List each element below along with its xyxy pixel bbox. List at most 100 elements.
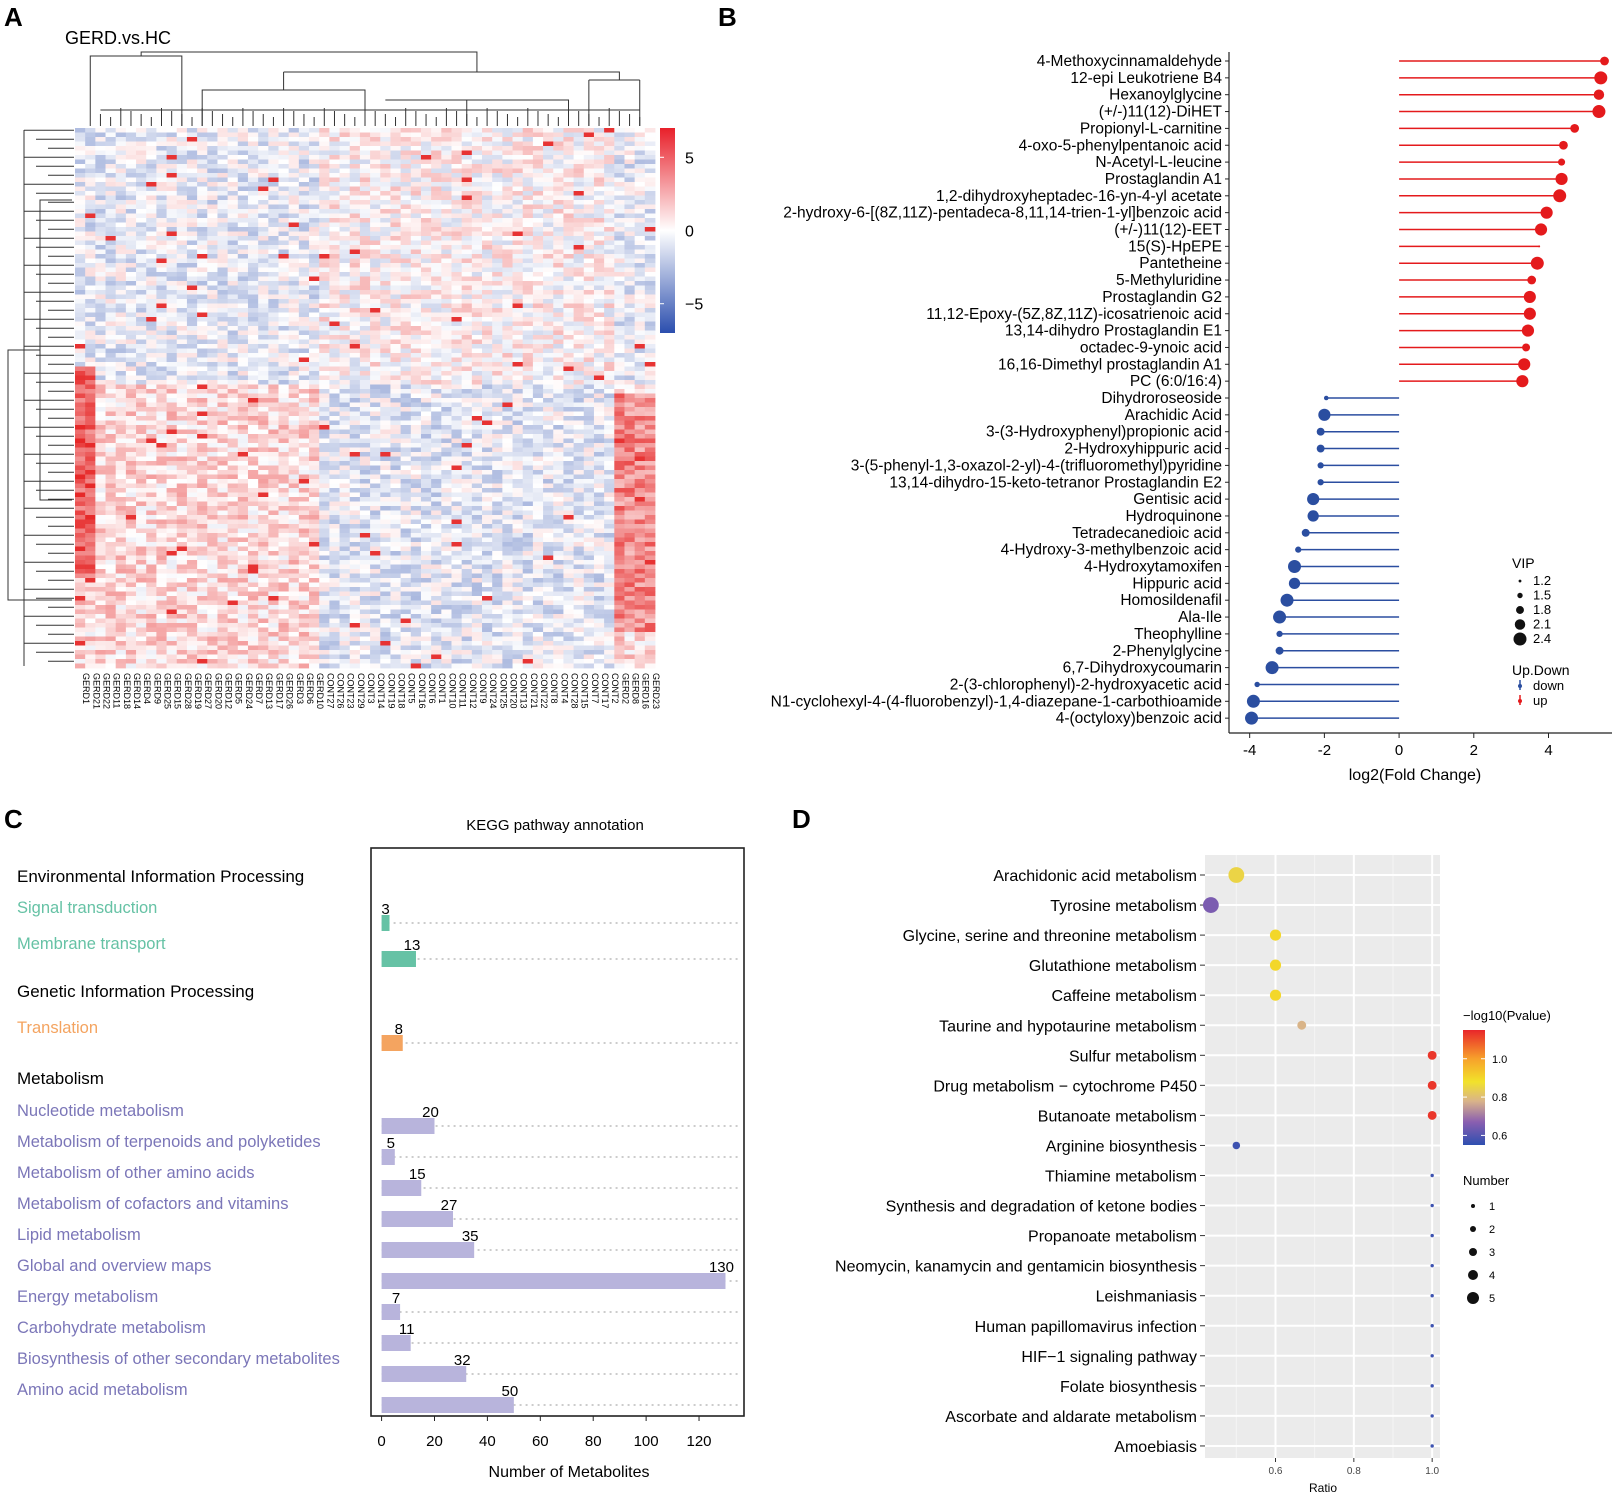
heatmap-cell <box>258 452 269 457</box>
heatmap-cell <box>237 254 249 259</box>
heatmap-cell <box>217 146 229 151</box>
heatmap-cell <box>512 492 524 498</box>
heatmap-cell <box>115 263 127 268</box>
heatmap-cell <box>553 249 564 255</box>
heatmap-cell <box>156 245 167 250</box>
heatmap-cell <box>227 501 239 507</box>
heatmap-cell <box>441 312 452 318</box>
heatmap-cell <box>166 443 178 448</box>
heatmap-cell <box>400 168 412 174</box>
heatmap-cell <box>298 398 310 403</box>
heatmap-cell <box>634 245 646 250</box>
heatmap-cell <box>614 434 625 439</box>
heatmap-cell <box>146 312 157 318</box>
heatmap-cell <box>634 155 646 160</box>
heatmap-cell <box>502 510 513 516</box>
heatmap-cell <box>563 177 574 183</box>
heatmap-cell <box>492 366 503 372</box>
heatmap-cell <box>604 141 615 147</box>
heatmap-cell <box>583 128 595 133</box>
heatmap-cell <box>75 501 86 507</box>
heatmap-cell <box>237 141 249 147</box>
heatmap-cell <box>522 132 534 138</box>
heatmap-cell <box>583 384 595 390</box>
heatmap-cell <box>146 425 157 430</box>
heatmap-cell <box>502 263 513 268</box>
heatmap-cell <box>471 357 483 363</box>
heatmap-cell <box>593 348 605 354</box>
heatmap-cell <box>543 240 554 246</box>
heatmap-cell <box>105 137 117 142</box>
heatmap-cell <box>634 272 646 277</box>
heatmap-cell <box>553 335 564 340</box>
heatmap-cell <box>624 312 636 318</box>
heatmap-cell <box>482 222 493 228</box>
heatmap-cell <box>543 488 554 493</box>
heatmap-cell <box>512 357 524 363</box>
heatmap-cell <box>349 191 361 196</box>
heatmap-cell <box>227 146 239 151</box>
heatmap-cell <box>522 317 534 322</box>
heatmap-cell <box>482 506 493 511</box>
heatmap-cell <box>166 474 178 480</box>
heatmap-cell <box>614 506 625 511</box>
heatmap-cell <box>604 249 615 255</box>
heatmap-cell <box>471 353 483 358</box>
heatmap-cell <box>115 308 127 313</box>
heatmap-cell <box>339 488 351 493</box>
heatmap-cell <box>451 393 463 399</box>
heatmap-cell <box>319 335 330 340</box>
heatmap-cell <box>105 497 117 502</box>
heatmap-cell <box>105 384 117 390</box>
heatmap-cell <box>339 276 351 282</box>
heatmap-cell <box>268 177 279 183</box>
heatmap-cell <box>268 200 279 205</box>
heatmap-cell <box>370 402 381 408</box>
heatmap-cell <box>410 348 422 354</box>
heatmap-cell <box>95 465 106 471</box>
heatmap-cell <box>563 321 574 327</box>
heatmap-cell <box>563 231 574 237</box>
heatmap-cell <box>390 164 402 169</box>
heatmap-cell <box>482 281 493 286</box>
heatmap-cell <box>482 195 493 201</box>
heatmap-cell <box>420 231 432 237</box>
heatmap-cell <box>359 501 371 507</box>
heatmap-cell <box>543 483 554 489</box>
heatmap-cell <box>258 132 269 138</box>
heatmap-cell <box>410 222 422 228</box>
heatmap-cell <box>349 146 361 151</box>
heatmap-cell <box>410 470 422 475</box>
heatmap-cell <box>370 294 381 300</box>
heatmap-cell <box>522 164 534 169</box>
heatmap-cell <box>644 312 656 318</box>
heatmap-cell <box>614 438 625 444</box>
heatmap-cell <box>624 218 636 223</box>
heatmap-cell <box>349 411 361 417</box>
heatmap-cell <box>288 299 300 304</box>
heatmap-cell <box>166 393 178 399</box>
heatmap-cell <box>492 497 503 502</box>
heatmap-cell <box>268 303 279 309</box>
heatmap-cell <box>298 299 310 304</box>
heatmap-cell <box>604 200 615 205</box>
heatmap-cell <box>115 272 127 277</box>
heatmap-cell <box>583 204 595 210</box>
heatmap-cell <box>349 137 361 142</box>
heatmap-cell <box>197 312 208 318</box>
heatmap-cell <box>482 510 493 516</box>
heatmap-cell <box>217 245 229 250</box>
heatmap-cell <box>563 186 574 192</box>
heatmap-cell <box>349 461 361 466</box>
heatmap-cell <box>553 272 564 277</box>
heatmap-cell <box>217 330 229 336</box>
heatmap-cell <box>329 443 340 448</box>
heatmap-cell <box>583 389 595 394</box>
heatmap-cell <box>319 366 330 372</box>
heatmap-cell <box>136 294 147 300</box>
heatmap-cell <box>410 303 422 309</box>
heatmap-cell <box>247 443 259 448</box>
heatmap-cell <box>115 173 127 178</box>
heatmap-cell <box>288 245 300 250</box>
heatmap-cell <box>136 438 147 444</box>
